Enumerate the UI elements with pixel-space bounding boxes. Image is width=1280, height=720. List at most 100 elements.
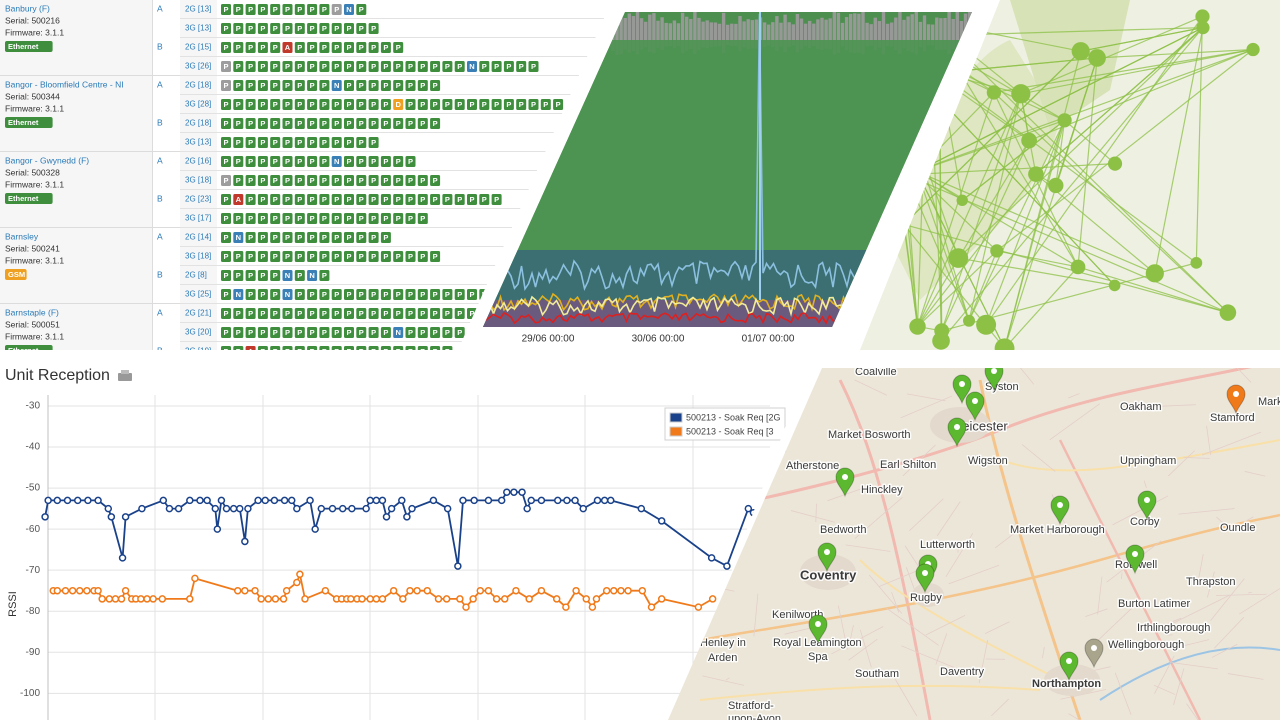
data-point[interactable] xyxy=(525,595,533,603)
data-point[interactable] xyxy=(138,504,146,513)
data-point[interactable] xyxy=(107,513,116,521)
data-point[interactable] xyxy=(492,595,501,603)
data-point[interactable] xyxy=(105,595,114,603)
data-point[interactable] xyxy=(638,586,647,595)
data-point[interactable] xyxy=(271,595,280,603)
data-point[interactable] xyxy=(366,496,374,505)
data-point[interactable] xyxy=(191,574,199,583)
data-point[interactable] xyxy=(61,586,70,595)
channel-label[interactable]: 2G [16] xyxy=(185,157,211,166)
data-point[interactable] xyxy=(311,525,319,533)
data-point[interactable] xyxy=(257,595,265,603)
data-point[interactable] xyxy=(592,595,601,603)
data-point[interactable] xyxy=(306,496,314,505)
data-point[interactable] xyxy=(372,595,381,603)
data-point[interactable] xyxy=(149,595,157,603)
data-point[interactable] xyxy=(111,595,120,603)
data-point[interactable] xyxy=(347,595,355,603)
data-point[interactable] xyxy=(118,554,127,562)
data-point[interactable] xyxy=(317,504,326,513)
data-point[interactable] xyxy=(602,586,611,595)
data-point[interactable] xyxy=(429,496,438,505)
map-pin[interactable] xyxy=(915,563,935,594)
data-point[interactable] xyxy=(282,586,291,595)
data-point[interactable] xyxy=(484,586,493,595)
channel-label[interactable]: 2G [18] xyxy=(185,81,211,90)
data-point[interactable] xyxy=(434,595,443,603)
data-point[interactable] xyxy=(41,513,49,521)
data-point[interactable] xyxy=(362,504,370,513)
data-point[interactable] xyxy=(338,504,347,513)
map-pin[interactable] xyxy=(952,374,972,405)
map-pin[interactable] xyxy=(1050,495,1070,526)
channel-label[interactable]: 3G [26] xyxy=(185,62,211,71)
data-point[interactable] xyxy=(165,504,174,513)
data-point[interactable] xyxy=(270,496,279,505)
data-point[interactable] xyxy=(186,496,194,505)
data-point[interactable] xyxy=(399,595,407,603)
data-point[interactable] xyxy=(537,496,546,505)
map-pin[interactable] xyxy=(817,542,837,573)
data-point[interactable] xyxy=(261,496,269,505)
data-point[interactable] xyxy=(117,595,126,603)
data-point[interactable] xyxy=(552,595,561,603)
data-point[interactable] xyxy=(98,595,106,603)
data-point[interactable] xyxy=(382,513,391,521)
data-point[interactable] xyxy=(749,508,758,517)
map-pin[interactable] xyxy=(1084,638,1104,669)
data-point[interactable] xyxy=(470,496,478,505)
channel-label[interactable]: 3G [17] xyxy=(185,214,211,223)
channel-label[interactable]: 2G [15] xyxy=(185,43,211,52)
data-point[interactable] xyxy=(512,586,520,595)
data-point[interactable] xyxy=(213,525,222,533)
channel-label[interactable]: 3G [28] xyxy=(185,100,211,109)
map-pin[interactable] xyxy=(947,417,967,448)
channel-label[interactable]: 2G [23] xyxy=(185,195,211,204)
data-point[interactable] xyxy=(462,603,470,611)
data-point[interactable] xyxy=(287,496,296,505)
data-point[interactable] xyxy=(527,496,535,505)
data-point[interactable] xyxy=(241,586,249,595)
channel-label[interactable]: 2G [18] xyxy=(185,119,211,128)
data-point[interactable] xyxy=(657,517,666,525)
data-point[interactable] xyxy=(358,595,366,603)
channel-label[interactable]: 3G [18] xyxy=(185,176,211,185)
data-point[interactable] xyxy=(229,504,238,513)
data-point[interactable] xyxy=(121,586,130,595)
data-point[interactable] xyxy=(233,586,242,595)
unit-name[interactable]: Bangor - Gwynedd (F) xyxy=(5,155,89,165)
data-point[interactable] xyxy=(241,537,249,546)
data-point[interactable] xyxy=(159,496,168,505)
data-point[interactable] xyxy=(408,504,416,513)
data-point[interactable] xyxy=(53,496,62,505)
data-point[interactable] xyxy=(293,578,301,587)
data-point[interactable] xyxy=(694,603,703,611)
data-point[interactable] xyxy=(606,496,615,505)
data-point[interactable] xyxy=(104,504,113,513)
map-pin[interactable] xyxy=(965,391,985,422)
map-pin[interactable] xyxy=(1125,544,1145,575)
data-point[interactable] xyxy=(562,603,570,611)
data-point[interactable] xyxy=(413,586,421,595)
legend-label[interactable]: 500213 - Soak Req [2G xyxy=(686,412,781,422)
data-point[interactable] xyxy=(196,496,204,505)
data-point[interactable] xyxy=(406,586,414,595)
data-point[interactable] xyxy=(264,595,273,603)
data-point[interactable] xyxy=(553,496,562,505)
map-pin[interactable] xyxy=(1226,384,1246,415)
data-point[interactable] xyxy=(523,504,531,513)
data-point[interactable] xyxy=(708,595,717,603)
data-point[interactable] xyxy=(244,504,252,513)
data-point[interactable] xyxy=(222,504,231,513)
data-point[interactable] xyxy=(518,488,526,496)
data-point[interactable] xyxy=(321,586,330,595)
data-point[interactable] xyxy=(251,586,259,595)
legend-label[interactable]: 500213 - Soak Req [3 xyxy=(686,426,774,436)
data-point[interactable] xyxy=(537,586,546,595)
data-point[interactable] xyxy=(236,504,244,513)
data-point[interactable] xyxy=(53,586,62,595)
data-point[interactable] xyxy=(497,496,506,505)
data-point[interactable] xyxy=(403,513,411,521)
data-point[interactable] xyxy=(443,504,452,513)
channel-label[interactable]: 2G [13] xyxy=(185,5,211,14)
